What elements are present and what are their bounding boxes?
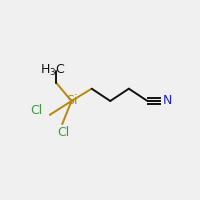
Text: Si: Si [66,95,77,108]
Text: Cl: Cl [30,104,42,117]
Text: N: N [163,95,172,108]
Text: $\mathregular{H_3C}$: $\mathregular{H_3C}$ [40,63,66,78]
Text: Cl: Cl [58,126,70,139]
